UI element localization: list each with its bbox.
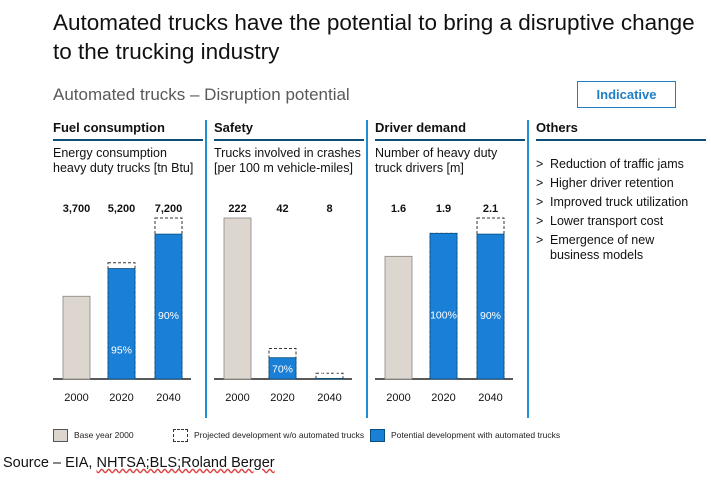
value-label-safety: 8: [326, 203, 332, 215]
panel-title-fuel: Fuel consumption: [53, 120, 165, 135]
category-label-driver: 2040: [478, 392, 502, 404]
value-label-driver: 2.1: [483, 203, 498, 215]
panel-subtitle-safety: Trucks involved in crashes [per 100 m veh…: [214, 146, 361, 175]
panel-rule-safety: [214, 139, 364, 141]
bar-base-safety: [223, 217, 252, 380]
category-label-safety: 2020: [270, 392, 294, 404]
value-label-driver: 1.9: [436, 203, 451, 215]
others-item: Lower transport cost: [536, 214, 706, 229]
panel-title-others: Others: [536, 120, 578, 135]
bar-automated-driver: [476, 233, 505, 380]
panel-divider-3: [527, 120, 529, 418]
panel-rule-fuel: [53, 139, 203, 141]
bar-automated-safety: [315, 378, 344, 380]
category-label-fuel: 2020: [109, 392, 133, 404]
share-label-safety: 70%: [272, 363, 293, 375]
page-title: Automated trucks have the potential to b…: [53, 10, 695, 64]
legend-label-automated: Potential development with automated tru…: [391, 430, 561, 440]
legend-label-base: Base year 2000: [74, 430, 134, 440]
legend-label-projected: Projected development w/o automated truc…: [194, 430, 365, 440]
panel-title-safety: Safety: [214, 120, 254, 135]
value-label-driver: 1.6: [391, 203, 406, 215]
share-label-fuel: 95%: [111, 345, 132, 357]
category-label-fuel: 2000: [64, 392, 88, 404]
category-label-safety: 2040: [317, 392, 341, 404]
category-label-driver: 2020: [431, 392, 455, 404]
bar-automated-fuel: [154, 233, 183, 380]
panel-rule-driver: [375, 139, 525, 141]
legend-swatch-automated: [370, 429, 385, 442]
others-item: Higher driver retention: [536, 176, 706, 191]
share-label-fuel: 90%: [158, 310, 179, 322]
legend-swatch-projected: [173, 429, 188, 442]
value-label-fuel: 3,700: [63, 203, 91, 215]
bar-automated-driver: [429, 232, 458, 380]
others-item: Reduction of traffic jams: [536, 157, 706, 172]
share-label-driver: 100%: [430, 309, 457, 321]
panel-divider-1: [205, 120, 207, 418]
legend-swatch-base: [53, 429, 68, 442]
category-label-driver: 2000: [386, 392, 410, 404]
panel-divider-2: [366, 120, 368, 418]
panel-rule-others: [536, 139, 706, 141]
bar-base-fuel: [62, 295, 91, 380]
source-note: Source – EIA, NHTSA;BLS;Roland Berger: [3, 455, 275, 471]
indicative-badge: Indicative: [577, 81, 676, 108]
panel-subtitle-fuel: Energy consumption heavy duty trucks [tn …: [53, 146, 194, 175]
chart-subtitle: Automated trucks – Disruption potential: [53, 85, 350, 104]
others-item: Improved truck utilization: [536, 195, 706, 210]
others-item: Emergence of new business models: [536, 233, 706, 263]
panel-subtitle-driver: Number of heavy duty truck drivers [m]: [375, 146, 498, 175]
panel-title-driver: Driver demand: [375, 120, 467, 135]
value-label-safety: 222: [228, 203, 246, 215]
share-label-driver: 90%: [480, 310, 501, 322]
bar-base-driver: [384, 255, 413, 380]
bar-automated-fuel: [107, 268, 136, 380]
others-list: Reduction of traffic jams Higher driver …: [536, 157, 706, 267]
share-label-safety: 10%: [319, 366, 340, 378]
value-label-fuel: 5,200: [108, 203, 136, 215]
category-label-fuel: 2040: [156, 392, 180, 404]
value-label-safety: 42: [276, 203, 288, 215]
value-label-fuel: 7,200: [155, 203, 183, 215]
bar-automated-safety: [268, 357, 297, 380]
category-label-safety: 2000: [225, 392, 249, 404]
